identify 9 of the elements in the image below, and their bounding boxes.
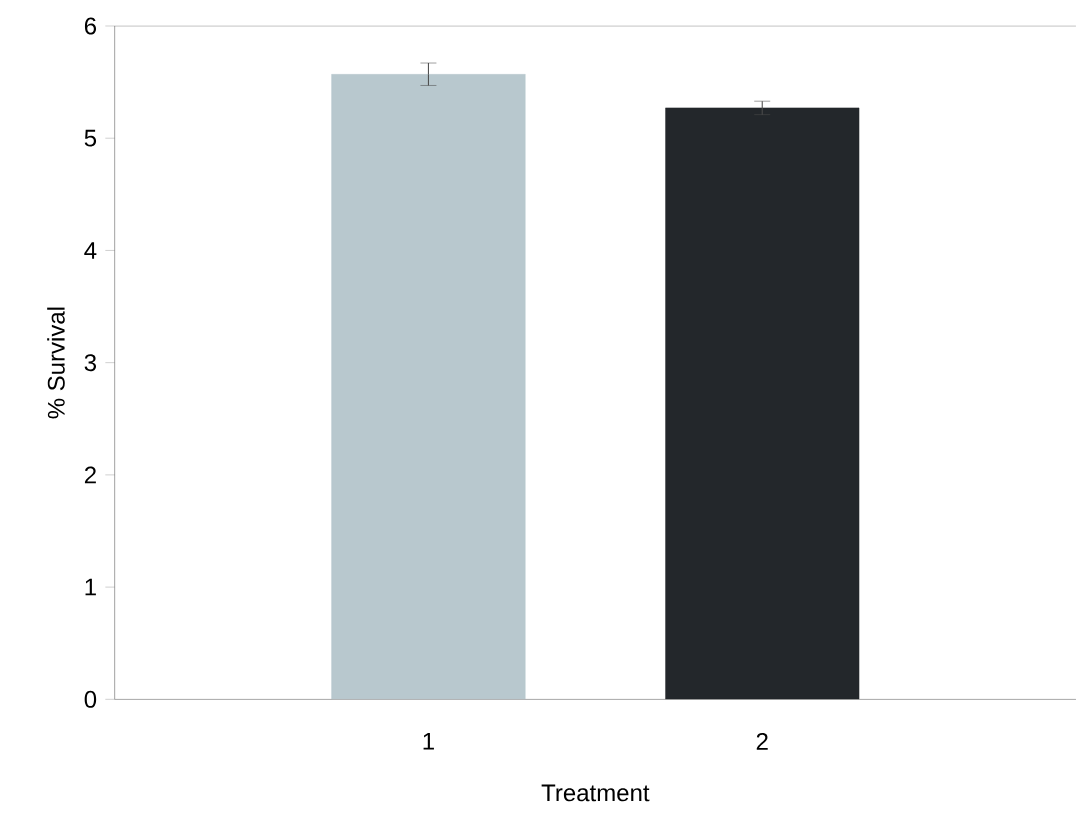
- y-tick-label: 6: [84, 17, 97, 35]
- x-axis-title: Treatment: [541, 784, 650, 802]
- y-tick-label: 0: [84, 690, 97, 708]
- y-tick-label: 4: [84, 242, 97, 259]
- y-tick-label: 1: [85, 578, 96, 596]
- y-tick-label: 3: [84, 354, 97, 372]
- y-tick-label: 2: [84, 466, 96, 484]
- y-axis-title: % Survival: [47, 307, 65, 419]
- y-tick-label: 5: [84, 129, 97, 147]
